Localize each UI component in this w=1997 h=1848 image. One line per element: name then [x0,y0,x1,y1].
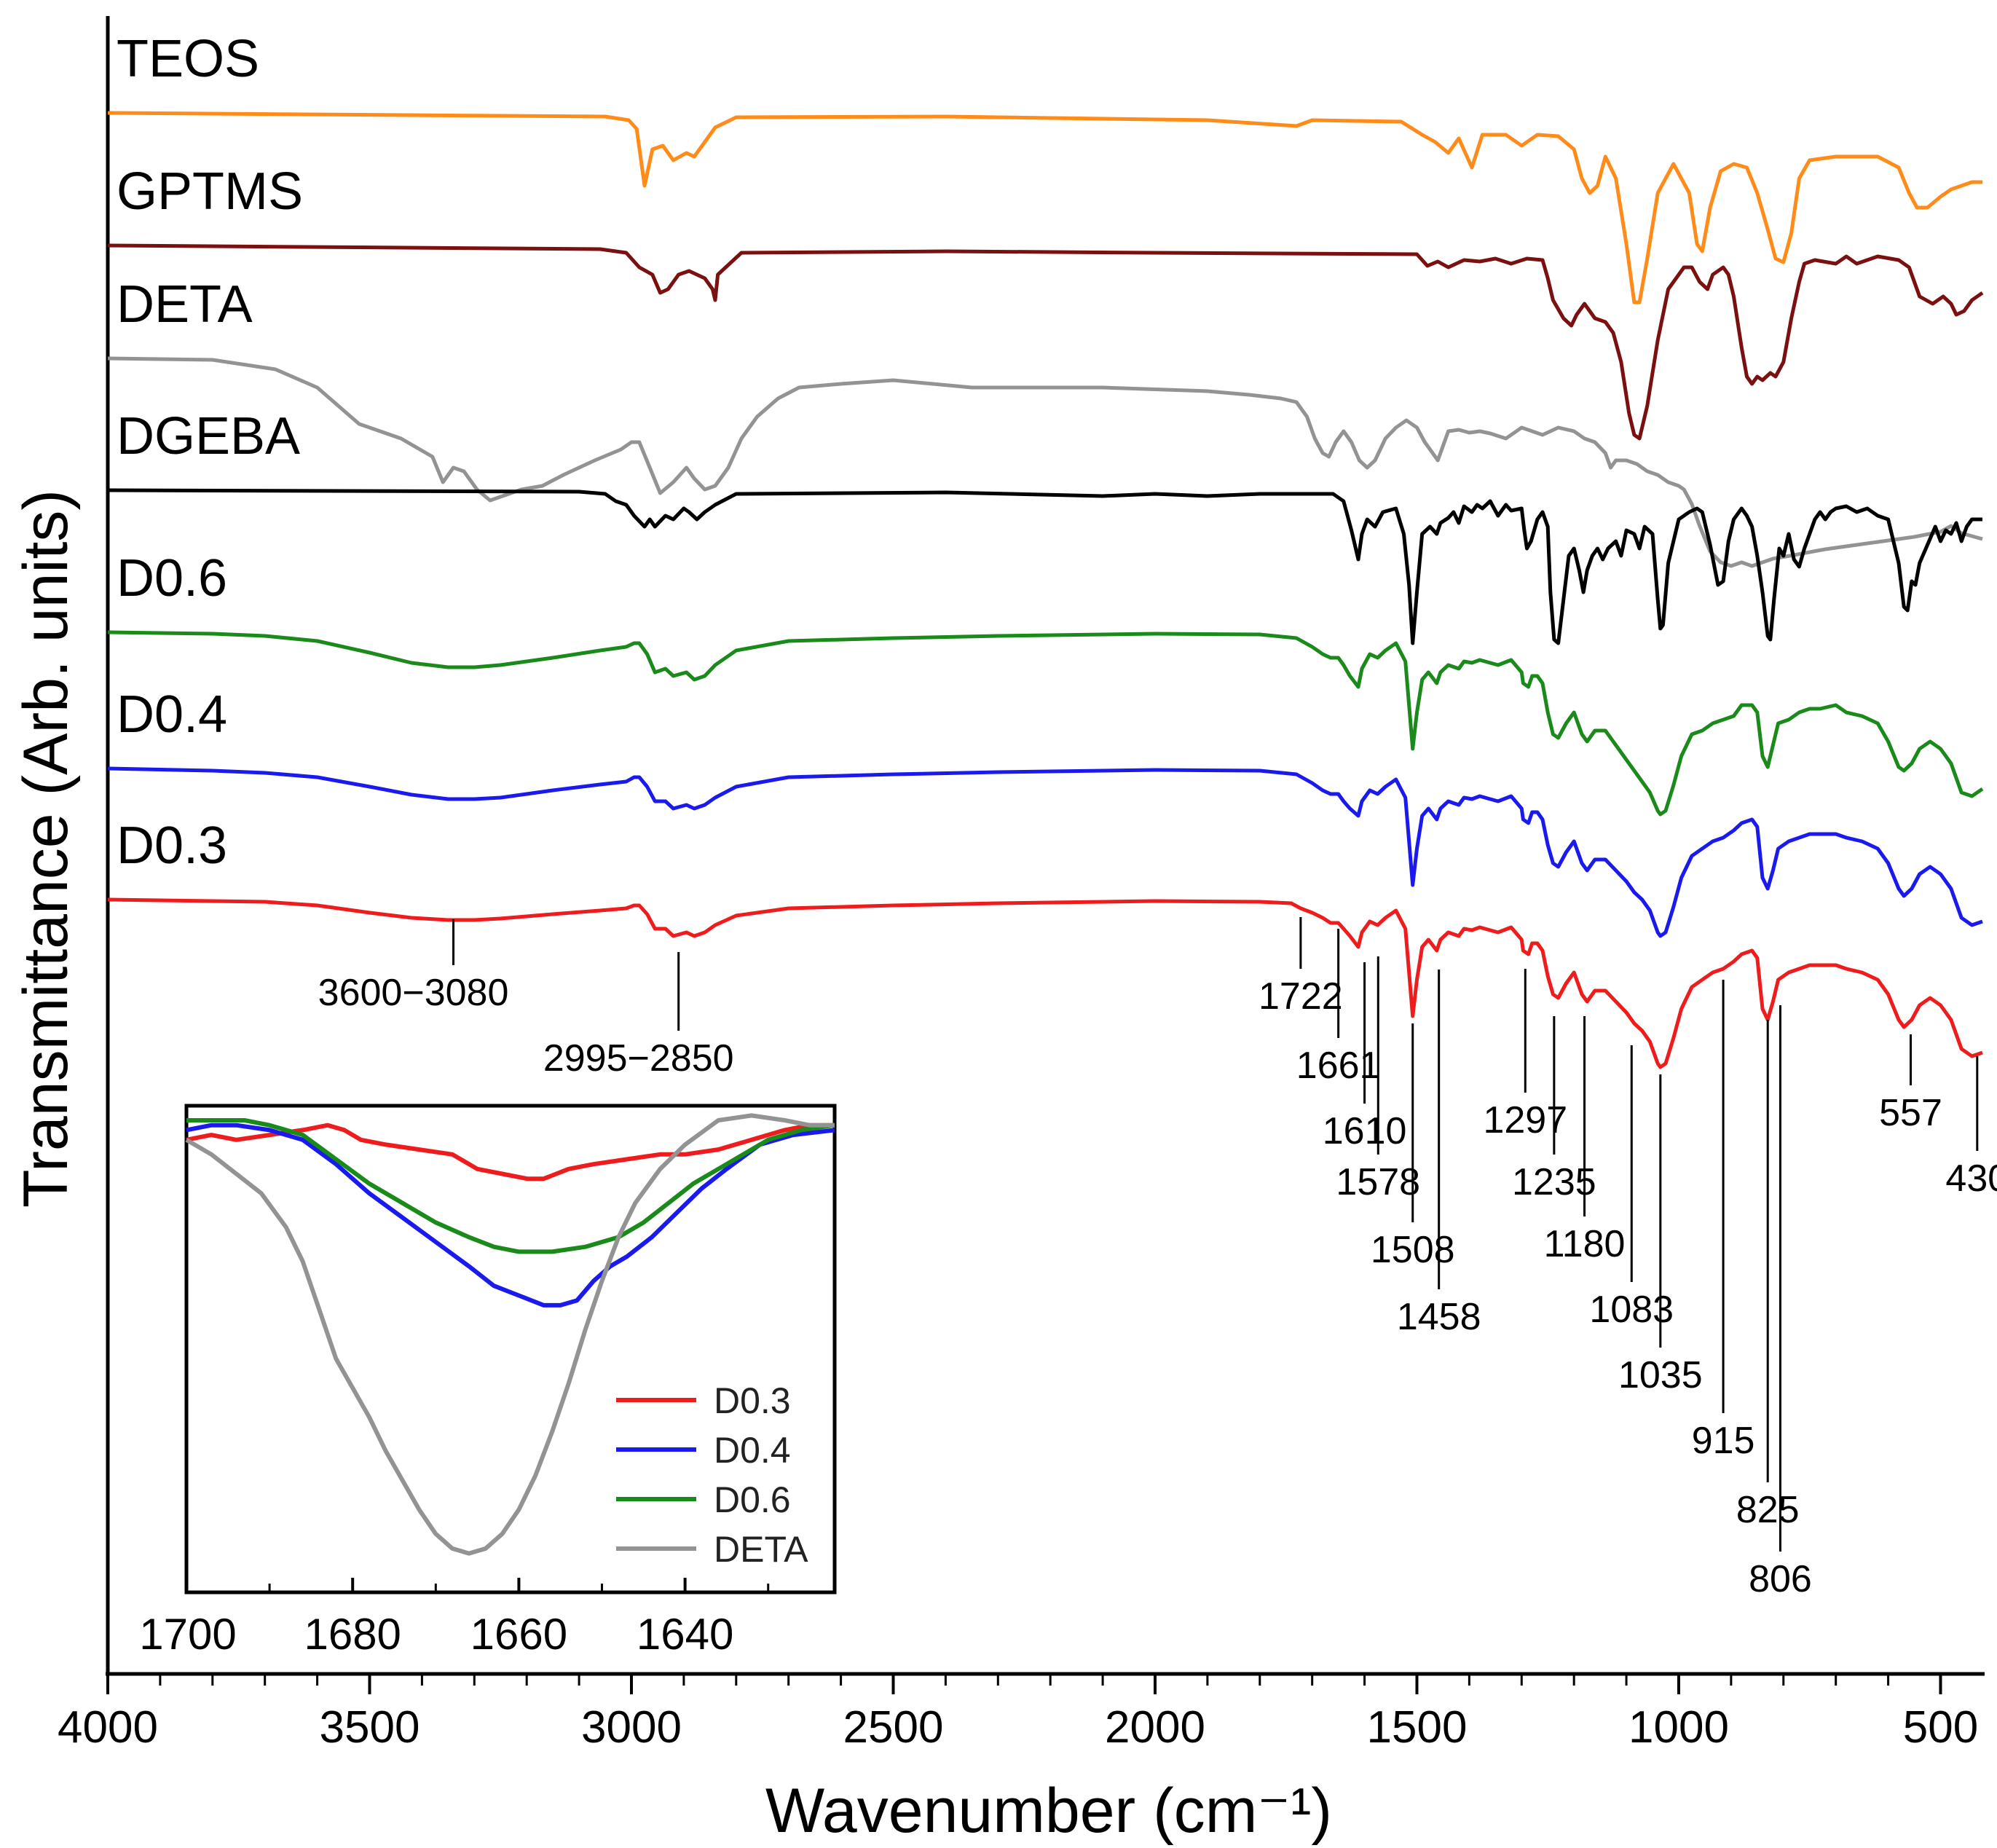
peak-label-1508: 1508 [1371,1229,1455,1271]
peak-label-1722: 1722 [1259,975,1343,1018]
inset-x-tick-label-1680: 1680 [304,1610,401,1659]
inset-x-tick-label-1700: 1700 [139,1610,236,1659]
x-axis-title: Wavenumber (cm⁻¹) [765,1776,1332,1846]
series-line-dgeba [107,488,1982,645]
legend-label-d0-6: D0.6 [714,1479,791,1520]
series-line-d0-6 [107,630,1984,817]
x-tick-label-500: 500 [1903,1702,1978,1753]
legend-label-d0-4: D0.4 [714,1430,791,1471]
inset-chart: 1700 1680 1660 1640 D0.3 D0.4 D0.6 DETA [139,1104,837,1659]
x-tick-label-4000: 4000 [58,1702,158,1753]
inset-spectra-layer [185,1113,835,1556]
y-axis-title: Transmittance (Arb. units) [11,489,81,1208]
inset-series-line-d0-3 [186,1122,835,1181]
series-line-gptms [107,243,1984,441]
x-tick-group: 4000 3500 3000 2500 2000 1500 1000 500 [58,1674,1978,1753]
spectra-layer: TEOS GPTMS DETA DGEBA D0.6 D0.4 D0.3 [107,30,1984,1069]
x-tick-label-3500: 3500 [320,1702,420,1753]
inset-frame [184,1104,837,1595]
series-label-gptms: GPTMS [117,162,303,221]
peak-label-1578: 1578 [1336,1161,1420,1203]
peak-label-557: 557 [1879,1092,1942,1134]
peak-label-1661: 1661 [1296,1045,1381,1087]
peak-label-2995-2850: 2995−2850 [543,1037,734,1080]
series-line-teos [107,111,1982,304]
x-tick-label-2000: 2000 [1105,1702,1205,1753]
x-tick-label-2500: 2500 [843,1702,944,1753]
peak-label-915: 915 [1692,1420,1755,1462]
main-axes [106,16,1985,1676]
peak-label-1035: 1035 [1618,1354,1703,1396]
inset-tick-group: 1700 1680 1660 1640 [139,1578,770,1659]
x-tick-label-1500: 1500 [1367,1702,1468,1753]
peak-label-1458: 1458 [1397,1296,1481,1338]
peak-annotation-layer: 3600−3080 2995−2850 1722 1661 1610 1578 1508 14… [318,917,1997,1600]
peak-label-1610: 1610 [1323,1110,1407,1152]
series-label-deta: DETA [117,275,253,334]
inset-series-line-d0-6 [186,1118,835,1254]
series-line-deta [107,356,1983,568]
inset-legend: D0.3 D0.4 D0.6 DETA [616,1380,808,1570]
legend-label-deta: DETA [714,1529,808,1570]
series-label-teos: TEOS [117,30,259,88]
peak-label-3600-3080: 3600−3080 [318,972,509,1014]
peak-label-1180: 1180 [1544,1223,1626,1265]
legend-label-d0-3: D0.3 [714,1380,791,1421]
series-label-dgeba: DGEBA [117,407,300,465]
inset-x-tick-label-1660: 1660 [470,1610,567,1659]
peak-label-1235: 1235 [1512,1161,1596,1203]
peak-label-430: 430 [1945,1157,1997,1200]
series-label-d0-4: D0.4 [117,685,227,744]
inset-series-line-deta [185,1113,835,1556]
series-line-d0-4 [107,766,1983,938]
peak-label-825: 825 [1736,1489,1800,1531]
peak-label-806: 806 [1749,1558,1812,1600]
inset-series-line-d0-4 [186,1122,835,1308]
series-label-d0-3: D0.3 [117,817,227,875]
inset-x-tick-label-1640: 1640 [637,1610,733,1659]
x-tick-label-1000: 1000 [1628,1702,1729,1753]
series-label-d0-6: D0.6 [117,549,227,608]
series-line-d0-3 [107,897,1983,1069]
x-tick-label-3000: 3000 [581,1702,682,1753]
